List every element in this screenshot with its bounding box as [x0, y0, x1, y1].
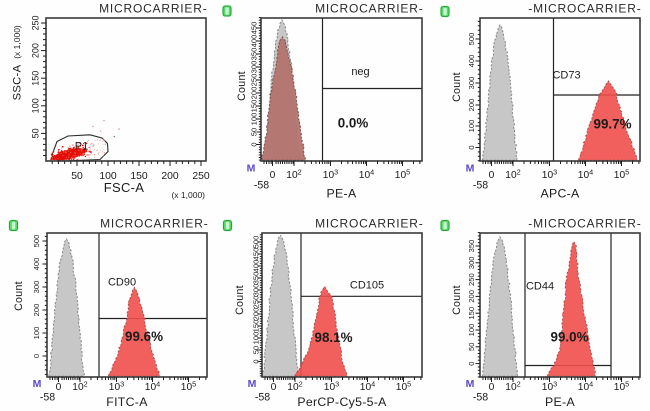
svg-text:250: 250	[31, 15, 41, 30]
svg-text:350: 350	[250, 48, 259, 61]
svg-text:50: 50	[31, 128, 41, 138]
svg-text:250: 250	[467, 273, 476, 286]
svg-text:300: 300	[32, 281, 41, 294]
svg-text:400: 400	[467, 55, 476, 68]
svg-text:0: 0	[32, 354, 41, 358]
svg-text:300: 300	[250, 61, 259, 74]
svg-text:300: 300	[467, 256, 476, 269]
svg-text:PerCP-Cy5-5-A: PerCP-Cy5-5-A	[297, 395, 387, 409]
svg-text:PE-A: PE-A	[327, 187, 357, 201]
svg-text:-58: -58	[254, 180, 269, 192]
svg-text:0: 0	[489, 170, 495, 181]
svg-text:Count: Count	[13, 281, 25, 311]
svg-text:0: 0	[56, 382, 62, 393]
svg-text:Count: Count	[236, 71, 248, 101]
svg-text:400: 400	[32, 258, 41, 271]
svg-text:P1: P1	[75, 141, 88, 153]
svg-text:500: 500	[252, 236, 261, 249]
svg-text:neg: neg	[351, 66, 369, 78]
svg-text:200: 200	[250, 87, 259, 100]
svg-text:200: 200	[32, 304, 41, 317]
svg-text:0.0%: 0.0%	[338, 115, 369, 130]
svg-text:FITC-A: FITC-A	[106, 395, 148, 409]
svg-text:CD73: CD73	[552, 69, 580, 81]
svg-text:150: 150	[250, 100, 259, 113]
svg-text:CD105: CD105	[350, 279, 384, 291]
svg-text:150: 150	[252, 320, 261, 333]
svg-text:100: 100	[467, 324, 476, 337]
svg-text:-58: -58	[473, 391, 488, 403]
svg-text:150: 150	[31, 71, 41, 86]
svg-text:50: 50	[467, 343, 476, 351]
svg-text:450: 450	[252, 248, 261, 261]
svg-text:Count: Count	[451, 72, 463, 102]
svg-text:100: 100	[250, 113, 259, 126]
svg-text:PE-A: PE-A	[545, 395, 575, 409]
svg-text:250: 250	[192, 171, 210, 182]
svg-text:50: 50	[71, 171, 83, 182]
svg-text:300: 300	[467, 77, 476, 90]
svg-text:99.6%: 99.6%	[125, 329, 163, 344]
svg-text:M: M	[247, 163, 256, 175]
svg-text:150: 150	[467, 307, 476, 320]
svg-text:-MICROCARRIER-: -MICROCARRIER-	[528, 217, 641, 231]
svg-text:0: 0	[271, 382, 277, 393]
svg-text:500: 500	[32, 235, 41, 248]
svg-text:0: 0	[270, 170, 276, 181]
svg-text:0: 0	[467, 145, 476, 149]
svg-text:250: 250	[250, 74, 259, 87]
svg-text:200: 200	[252, 308, 261, 321]
svg-text:M: M	[33, 378, 42, 390]
svg-text:(x 1,000): (x 1,000)	[171, 190, 205, 200]
svg-text:98.1%: 98.1%	[315, 330, 353, 345]
svg-text:100: 100	[99, 171, 117, 182]
svg-text:0: 0	[252, 359, 261, 363]
svg-text:MICROCARRIER-: MICROCARRIER-	[315, 217, 423, 231]
svg-text:0: 0	[250, 142, 259, 146]
svg-text:450: 450	[250, 22, 259, 35]
svg-text:SSC-A: SSC-A	[12, 64, 24, 100]
svg-text:-MICROCARRIER-: -MICROCARRIER-	[528, 2, 641, 16]
svg-text:M: M	[466, 378, 475, 390]
svg-text:350: 350	[467, 240, 476, 253]
svg-text:-58: -58	[40, 391, 55, 403]
svg-text:150: 150	[130, 171, 148, 182]
svg-text:500: 500	[467, 33, 476, 46]
svg-text:200: 200	[161, 171, 179, 182]
svg-text:100: 100	[31, 98, 41, 113]
svg-text:MICROCARRIER-: MICROCARRIER-	[99, 2, 207, 16]
svg-text:M: M	[466, 163, 475, 175]
svg-text:0: 0	[489, 382, 495, 393]
svg-text:100: 100	[467, 120, 476, 133]
svg-text:0: 0	[467, 361, 476, 365]
svg-text:-58: -58	[473, 180, 488, 192]
svg-text:50: 50	[250, 128, 259, 136]
svg-text:99.0%: 99.0%	[551, 330, 589, 345]
svg-text:400: 400	[252, 260, 261, 273]
svg-text:400: 400	[250, 35, 259, 48]
svg-text:-58: -58	[255, 391, 270, 403]
svg-text:CD90: CD90	[108, 277, 136, 289]
svg-text:200: 200	[467, 99, 476, 112]
svg-text:M: M	[248, 378, 257, 390]
svg-text:MICROCARRIER-: MICROCARRIER-	[100, 217, 208, 231]
svg-text:Count: Count	[451, 285, 463, 315]
svg-text:200: 200	[31, 43, 41, 58]
svg-text:350: 350	[252, 272, 261, 285]
svg-text:250: 250	[252, 296, 261, 309]
svg-text:200: 200	[467, 290, 476, 303]
svg-text:100: 100	[32, 327, 41, 340]
svg-text:300: 300	[252, 284, 261, 297]
svg-text:50: 50	[252, 346, 261, 354]
svg-text:CD44: CD44	[526, 281, 554, 293]
svg-text:APC-A: APC-A	[540, 187, 580, 201]
svg-text:FSC-A: FSC-A	[104, 180, 145, 195]
svg-text:MICROCARRIER-: MICROCARRIER-	[315, 2, 423, 16]
svg-text:(x 1,000): (x 1,000)	[12, 25, 22, 59]
svg-text:100: 100	[252, 332, 261, 345]
svg-text:Count: Count	[234, 285, 246, 315]
svg-text:99.7%: 99.7%	[594, 116, 632, 131]
